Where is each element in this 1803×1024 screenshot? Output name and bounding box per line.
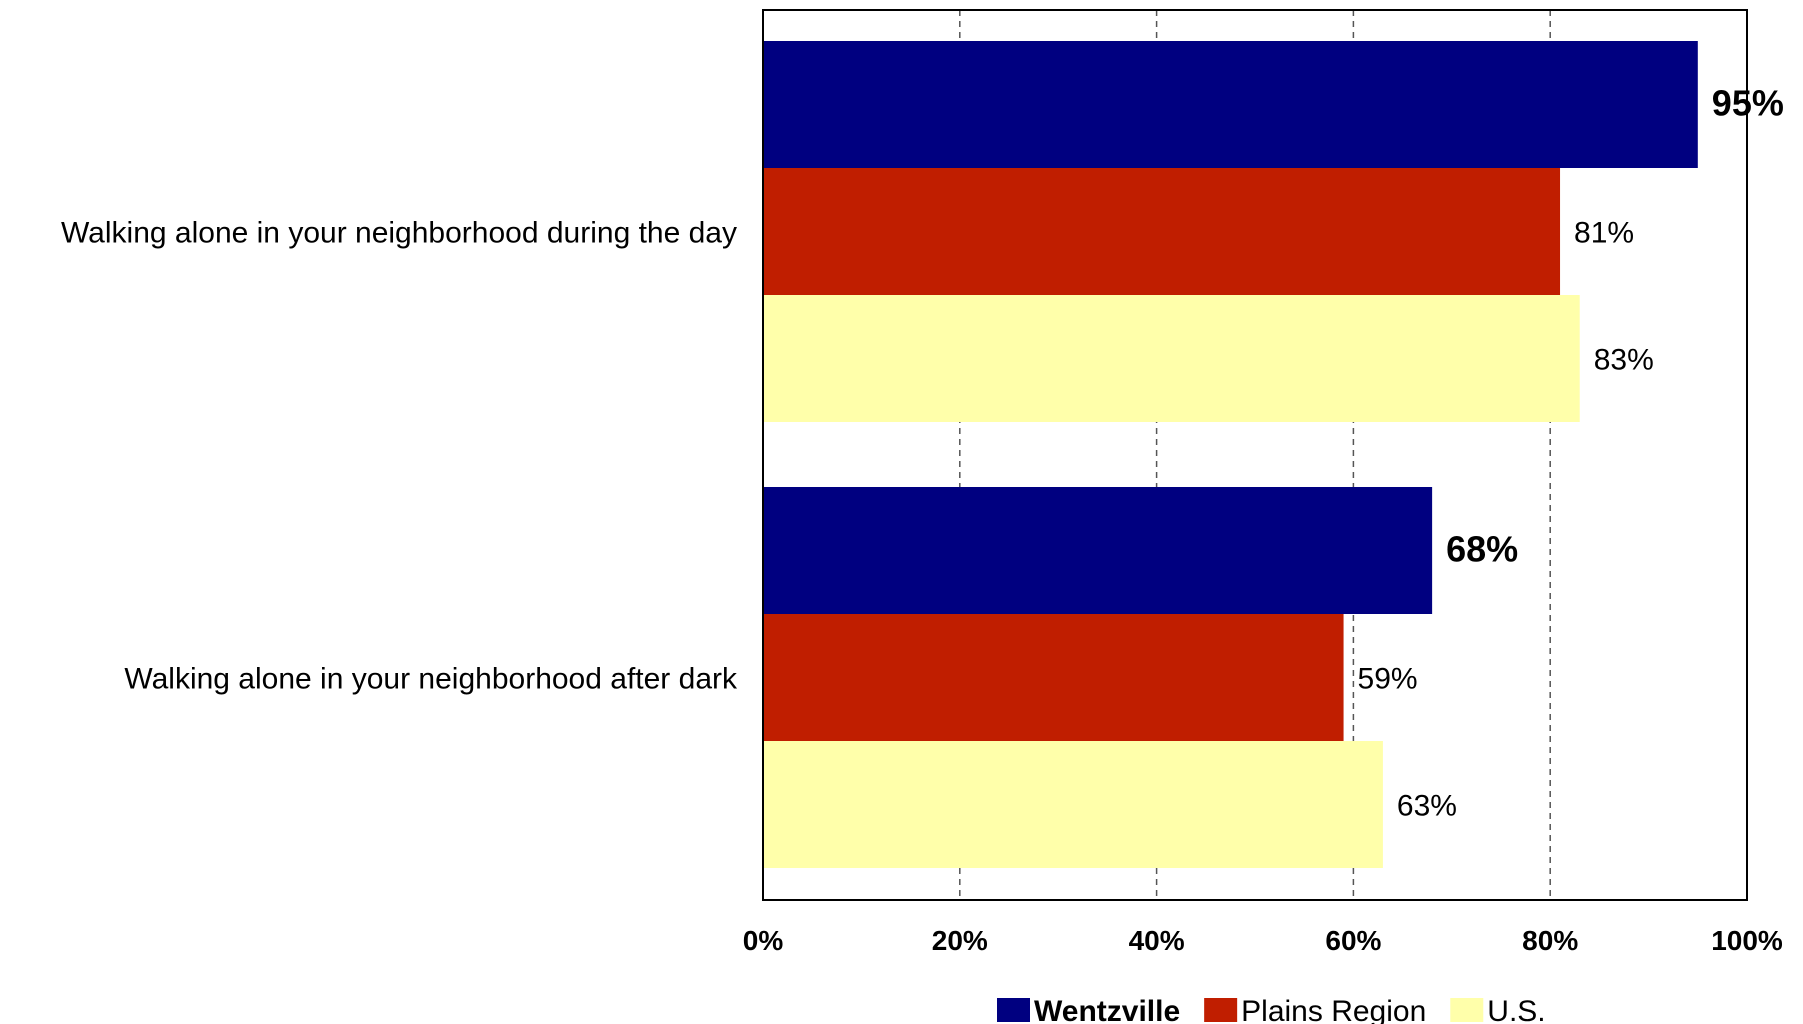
legend-swatch (1450, 998, 1484, 1022)
data-label: 83% (1594, 344, 1654, 377)
legend-swatch (1204, 998, 1238, 1022)
x-axis-ticks: 0% 20% 40% 60% 80% 100% (743, 925, 1783, 956)
bar (763, 487, 1433, 614)
category-label: Walking alone in your neighborhood after… (124, 663, 738, 696)
data-label: 81% (1574, 217, 1634, 250)
data-label: 95% (1712, 83, 1784, 124)
data-label: 68% (1446, 529, 1518, 570)
legend-swatch (997, 998, 1030, 1022)
data-labels: 95% 81% 83% 68% 59% 63% (1358, 83, 1784, 823)
bar (763, 41, 1698, 168)
legend-label: U.S. (1487, 995, 1545, 1024)
legend-label: Wentzville (1034, 995, 1180, 1024)
plot-frame (762, 9, 1748, 901)
legend-item: Plains Region (1204, 995, 1426, 1024)
x-tick-label: 80% (1522, 925, 1578, 956)
bars (763, 41, 1698, 868)
x-tick-label: 40% (1129, 925, 1185, 956)
bar (763, 741, 1383, 868)
category-label: Walking alone in your neighborhood durin… (61, 217, 737, 250)
bar (763, 295, 1580, 422)
data-label: 59% (1358, 663, 1418, 696)
x-tick-label: 100% (1711, 925, 1783, 956)
data-label: 63% (1397, 790, 1457, 823)
legend: Wentzville Plains Region U.S. (997, 995, 1546, 1024)
legend-label: Plains Region (1241, 995, 1426, 1024)
category-labels: Walking alone in your neighborhood durin… (61, 217, 738, 696)
x-tick-label: 20% (932, 925, 988, 956)
x-tick-label: 60% (1325, 925, 1381, 956)
x-tick-label: 0% (743, 925, 784, 956)
bar (763, 168, 1561, 295)
legend-item: U.S. (1450, 995, 1546, 1024)
bar (763, 614, 1344, 741)
legend-item: Wentzville (997, 995, 1180, 1024)
